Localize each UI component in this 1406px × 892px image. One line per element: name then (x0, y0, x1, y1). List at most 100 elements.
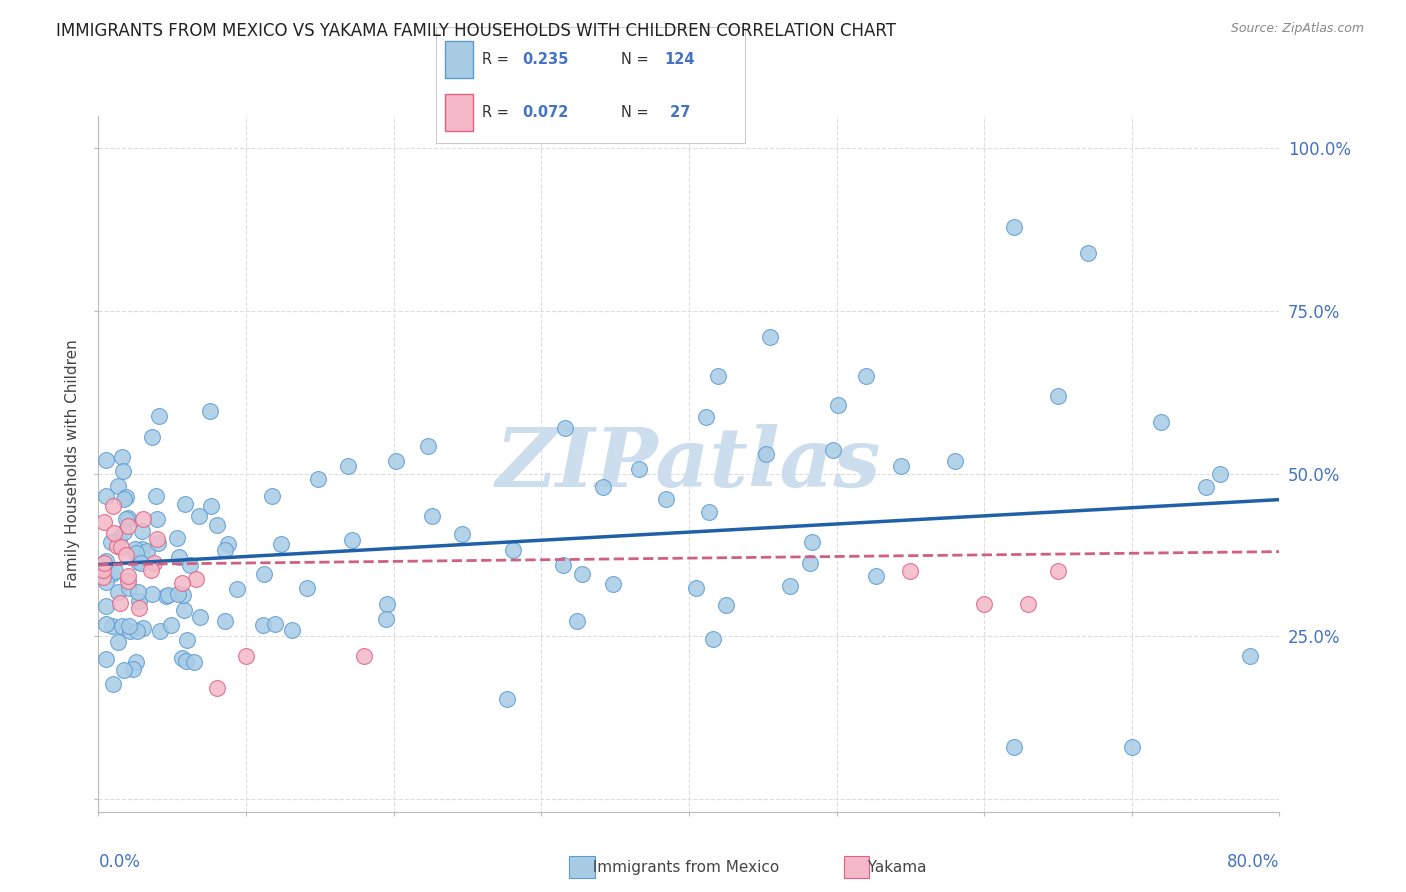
Text: 80.0%: 80.0% (1227, 854, 1279, 871)
Point (94, 599, 117, 613)
Point (114, 511, 136, 525)
Point (342, 533, 364, 547)
Text: Immigrants from Mexico: Immigrants from Mexico (583, 860, 780, 874)
Point (422, 508, 444, 523)
Point (170, 651, 193, 665)
Point (353, 648, 375, 663)
Point (132, 512, 155, 526)
Point (172, 588, 194, 602)
Point (101, 677, 124, 691)
Bar (446, 41, 472, 78)
Point (188, 508, 211, 523)
Text: Yakama: Yakama (858, 860, 927, 874)
Point (702, 632, 724, 646)
Point (94, 616, 117, 631)
Point (146, 532, 169, 546)
Point (107, 532, 129, 546)
Point (602, 577, 624, 591)
Point (112, 525, 135, 540)
Point (252, 617, 274, 632)
Point (176, 633, 198, 648)
Point (375, 597, 398, 611)
Point (1077, 245, 1099, 260)
Text: N =: N = (621, 52, 654, 67)
Point (118, 624, 141, 639)
Point (94, 452, 117, 467)
Point (172, 576, 194, 591)
Point (94, 574, 117, 589)
Point (110, 540, 132, 554)
Point (93, 556, 115, 570)
Point (112, 491, 135, 506)
Point (214, 614, 236, 628)
Point (146, 512, 169, 526)
Point (179, 558, 201, 572)
Text: 0.235: 0.235 (523, 52, 569, 67)
Point (127, 584, 149, 599)
Point (149, 624, 172, 639)
Point (235, 648, 257, 663)
Text: Source: ZipAtlas.com: Source: ZipAtlas.com (1230, 22, 1364, 36)
Point (100, 535, 122, 549)
Point (160, 618, 183, 632)
Point (214, 543, 236, 558)
Point (167, 549, 190, 564)
Point (943, 453, 966, 467)
Point (131, 542, 153, 557)
Point (260, 489, 283, 503)
Point (145, 489, 167, 503)
Point (107, 635, 129, 649)
Point (108, 596, 131, 610)
Point (105, 539, 128, 553)
Point (94, 652, 117, 666)
Point (141, 430, 163, 444)
Point (94, 565, 117, 579)
Point (111, 464, 134, 478)
Point (146, 536, 169, 550)
Point (107, 585, 129, 599)
Point (755, 448, 778, 462)
Point (827, 398, 849, 412)
Point (655, 491, 678, 506)
Point (502, 542, 524, 557)
Point (697, 506, 720, 520)
Point (1195, 480, 1218, 494)
Point (496, 691, 519, 706)
Point (107, 479, 129, 493)
Point (855, 369, 877, 384)
Point (225, 582, 247, 596)
Point (900, 564, 922, 578)
Point (779, 579, 801, 593)
Point (205, 681, 228, 695)
Point (551, 558, 574, 572)
Point (167, 586, 190, 600)
Point (117, 569, 139, 583)
Point (111, 450, 134, 465)
Point (375, 612, 398, 626)
Point (173, 602, 195, 616)
Point (127, 555, 149, 569)
Text: 124: 124 (665, 52, 695, 67)
Point (865, 569, 887, 583)
Point (1017, 597, 1039, 611)
Point (129, 557, 152, 571)
Point (91, 563, 114, 577)
Text: ZIPatlas: ZIPatlas (496, 424, 882, 504)
Point (1239, 648, 1261, 663)
Point (124, 542, 146, 557)
Point (1121, 739, 1143, 754)
Point (155, 589, 177, 603)
Point (716, 599, 738, 613)
Point (890, 459, 912, 474)
Point (117, 574, 139, 589)
Point (1150, 415, 1173, 429)
Point (200, 500, 222, 514)
Point (94, 490, 117, 504)
Text: N =: N = (621, 105, 654, 120)
Text: 0.072: 0.072 (523, 105, 569, 120)
Point (200, 403, 222, 417)
Point (592, 479, 614, 493)
Point (101, 566, 124, 581)
Point (128, 594, 150, 608)
Point (118, 619, 141, 633)
